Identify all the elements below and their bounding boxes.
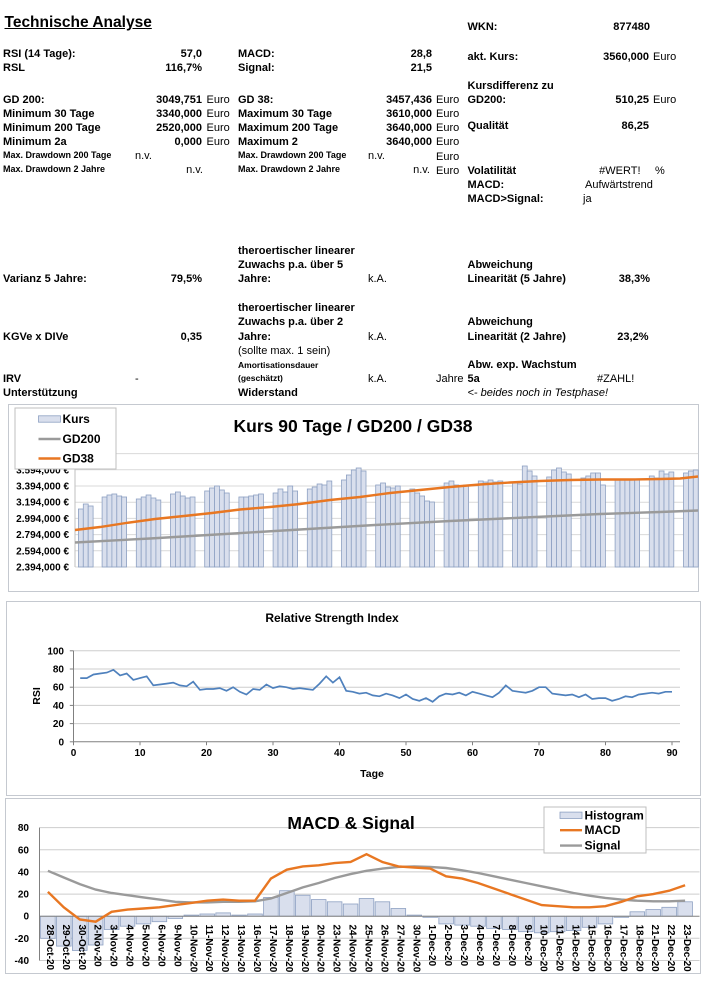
svg-text:GD200: GD200 [63,432,101,446]
svg-text:2.394,000 €: 2.394,000 € [16,563,69,574]
svg-text:16-Dec-20: 16-Dec-20 [601,925,612,973]
svg-text:GD38: GD38 [63,452,95,466]
svg-text:25-Nov-20: 25-Nov-20 [363,925,374,973]
svg-text:9-Nov-20: 9-Nov-20 [171,925,182,968]
svg-text:40: 40 [334,748,346,759]
svg-text:7-Dec-20: 7-Dec-20 [490,925,501,967]
svg-text:30-Nov-20: 30-Nov-20 [410,925,421,973]
svg-text:3-Dec-20: 3-Dec-20 [458,925,469,967]
svg-text:RSI: RSI [31,687,43,705]
svg-text:3.594,000 €: 3.594,000 € [16,465,69,476]
svg-text:13-Nov-20: 13-Nov-20 [235,925,246,973]
svg-text:12-Nov-20: 12-Nov-20 [219,925,230,973]
svg-text:2.994,000 €: 2.994,000 € [16,514,69,525]
svg-text:3.394,000 €: 3.394,000 € [16,482,69,493]
svg-text:70: 70 [533,748,545,759]
svg-text:17-Nov-20: 17-Nov-20 [267,925,278,973]
svg-text:0: 0 [23,912,29,923]
svg-text:0: 0 [58,737,64,748]
svg-text:0: 0 [71,748,77,759]
svg-text:Histogram: Histogram [585,808,644,822]
svg-text:28-Oct-20: 28-Oct-20 [44,925,55,971]
svg-text:20-Nov-20: 20-Nov-20 [315,925,326,973]
svg-text:-20: -20 [15,934,30,945]
svg-text:Signal: Signal [585,839,621,853]
svg-text:60: 60 [18,845,30,856]
svg-text:14-Dec-20: 14-Dec-20 [570,925,581,973]
svg-text:Tage: Tage [360,768,384,780]
svg-text:17-Dec-20: 17-Dec-20 [617,925,628,973]
svg-text:22-Dec-20: 22-Dec-20 [665,925,676,973]
svg-text:80: 80 [53,665,65,676]
svg-text:26-Nov-20: 26-Nov-20 [378,925,389,973]
svg-text:4-Nov-20: 4-Nov-20 [124,925,135,968]
svg-text:90: 90 [666,748,678,759]
svg-text:2-Dec-20: 2-Dec-20 [442,925,453,967]
svg-text:1-Dec-20: 1-Dec-20 [426,925,437,967]
svg-text:6-Nov-20: 6-Nov-20 [155,925,166,968]
svg-text:16-Nov-20: 16-Nov-20 [251,925,262,973]
svg-text:100: 100 [47,646,64,657]
svg-text:23-Nov-20: 23-Nov-20 [331,925,342,973]
svg-text:MACD & Signal: MACD & Signal [287,813,414,833]
svg-text:MACD: MACD [585,823,621,837]
svg-text:10-Dec-20: 10-Dec-20 [538,925,549,973]
svg-text:Kurs: Kurs [63,412,91,426]
svg-text:19-Nov-20: 19-Nov-20 [299,925,310,973]
svg-text:29-Oct-20: 29-Oct-20 [60,925,71,971]
svg-text:27-Nov-20: 27-Nov-20 [394,925,405,973]
svg-text:Kurs 90 Tage / GD200 / GD38: Kurs 90 Tage / GD200 / GD38 [234,416,473,436]
svg-text:8-Dec-20: 8-Dec-20 [506,925,517,967]
svg-text:10: 10 [134,748,146,759]
svg-text:80: 80 [18,823,30,834]
svg-text:20: 20 [53,719,65,730]
svg-text:20: 20 [18,890,30,901]
svg-text:30-Oct-20: 30-Oct-20 [76,925,87,971]
svg-text:4-Dec-20: 4-Dec-20 [474,925,485,967]
svg-text:60: 60 [53,683,65,694]
svg-text:Relative Strength Index: Relative Strength Index [265,611,399,625]
svg-text:11-Nov-20: 11-Nov-20 [203,925,214,973]
svg-text:18-Dec-20: 18-Dec-20 [633,925,644,973]
svg-text:40: 40 [53,701,65,712]
svg-text:2-Nov-20: 2-Nov-20 [92,925,103,968]
svg-text:24-Nov-20: 24-Nov-20 [347,925,358,973]
svg-text:20: 20 [201,748,213,759]
svg-text:9-Dec-20: 9-Dec-20 [522,925,533,967]
svg-text:-40: -40 [15,956,30,967]
svg-text:11-Dec-20: 11-Dec-20 [554,925,565,972]
svg-text:3-Nov-20: 3-Nov-20 [108,925,119,968]
svg-text:40: 40 [18,867,30,878]
svg-text:3.194,000 €: 3.194,000 € [16,498,69,509]
svg-text:18-Nov-20: 18-Nov-20 [283,925,294,973]
svg-text:15-Dec-20: 15-Dec-20 [586,925,597,973]
svg-text:50: 50 [400,748,412,759]
svg-text:21-Dec-20: 21-Dec-20 [649,925,660,973]
svg-text:30: 30 [267,748,279,759]
svg-text:5-Nov-20: 5-Nov-20 [140,925,151,968]
svg-text:2.794,000 €: 2.794,000 € [16,530,69,541]
svg-text:23-Dec-20: 23-Dec-20 [681,925,692,973]
svg-text:10-Nov-20: 10-Nov-20 [187,925,198,973]
svg-text:2.594,000 €: 2.594,000 € [16,546,69,557]
svg-text:60: 60 [467,748,479,759]
svg-text:80: 80 [600,748,612,759]
